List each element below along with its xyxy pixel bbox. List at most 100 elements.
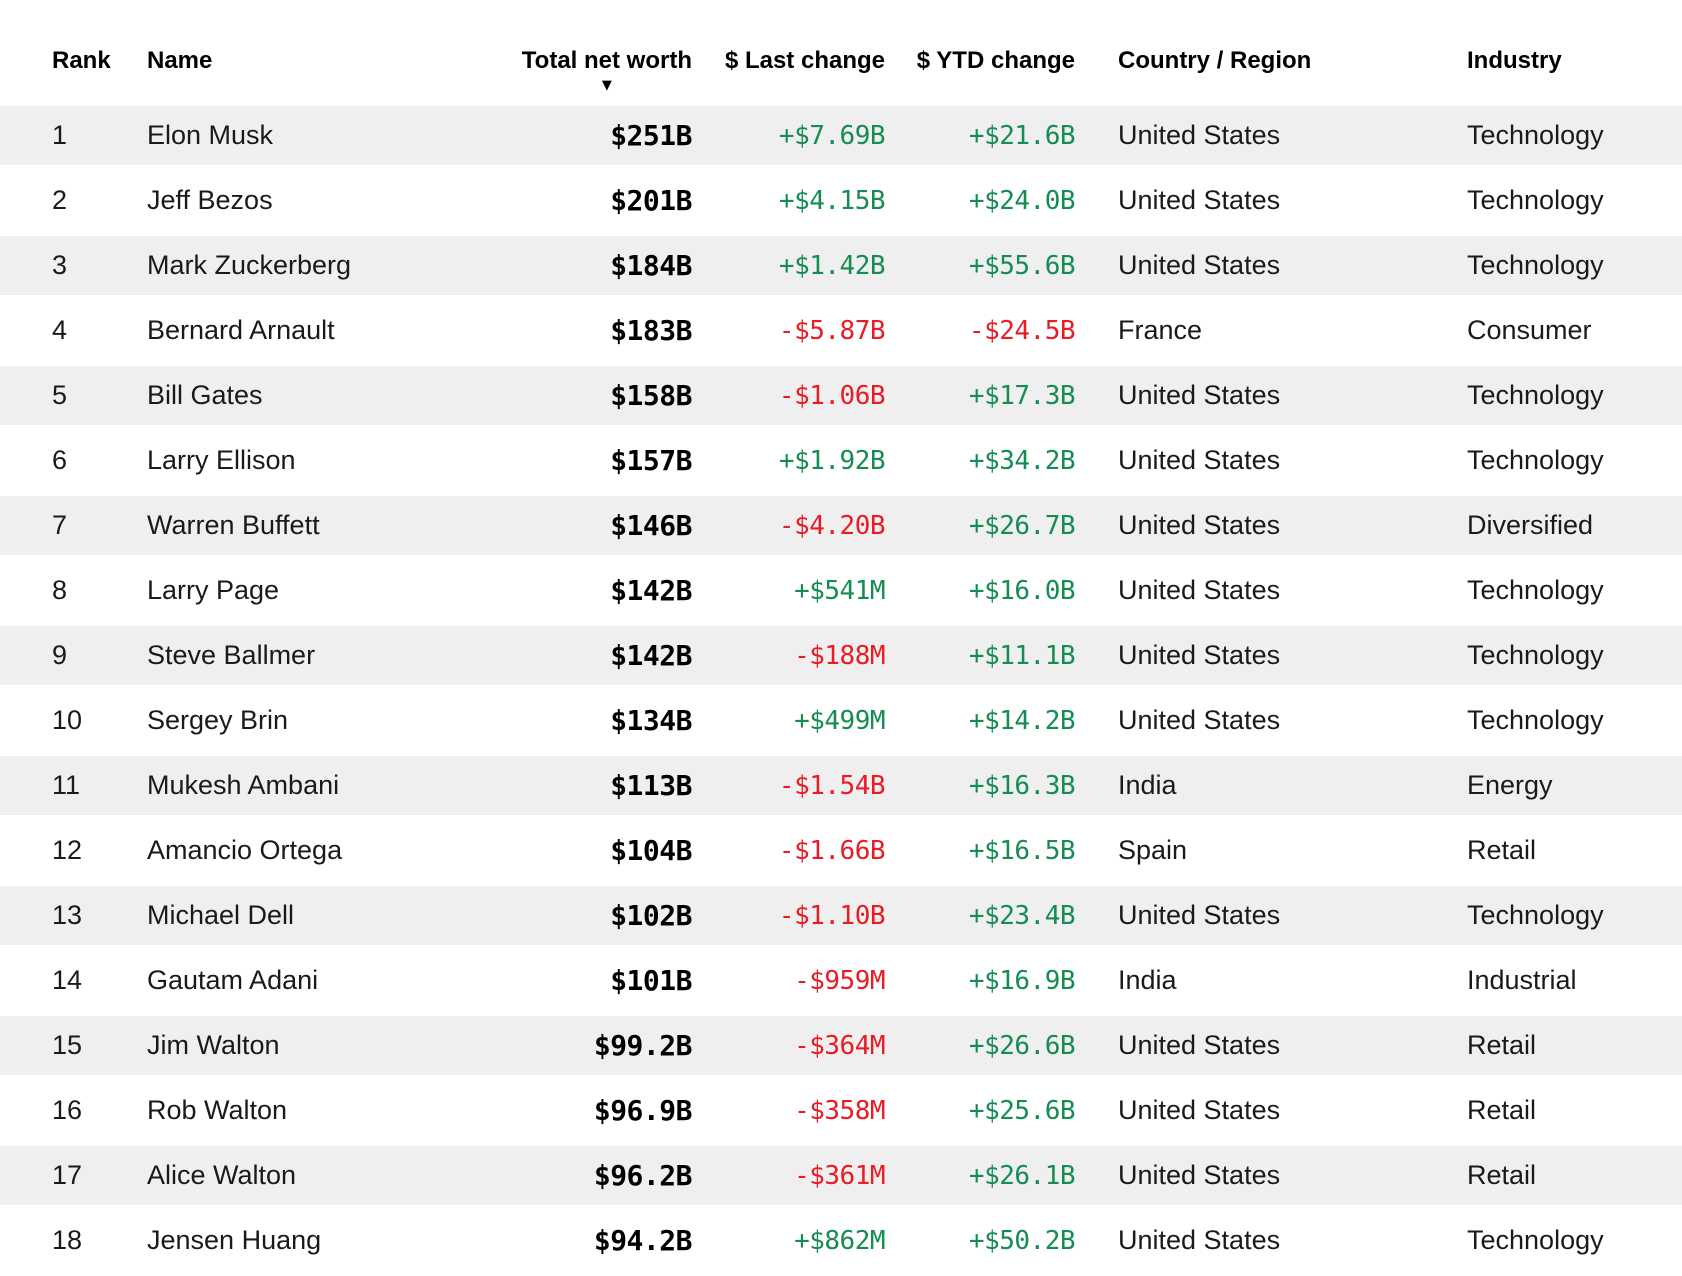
last-change-cell: -$959M xyxy=(794,965,885,996)
last-change-cell: -$1.10B xyxy=(778,900,886,931)
ytd-change-cell: +$16.9B xyxy=(968,965,1076,996)
table-row: 5 Bill Gates $158B -$1.06B +$17.3B Unite… xyxy=(0,363,1682,428)
industry-cell: Technology xyxy=(1467,380,1604,410)
rank-cell: 8 xyxy=(52,575,68,605)
name-link[interactable]: Jensen Huang xyxy=(147,1225,322,1255)
rank-cell: 7 xyxy=(52,510,68,540)
rank-cell: 14 xyxy=(52,965,83,995)
table-row: 11 Mukesh Ambani $113B -$1.54B +$16.3B I… xyxy=(0,753,1682,818)
column-header-total-net-worth[interactable]: Total net worth ▼ xyxy=(522,46,692,92)
country-cell: United States xyxy=(1118,705,1281,735)
rank-cell: 6 xyxy=(52,445,68,475)
total-net-worth-cell: $142B xyxy=(610,639,692,672)
column-header-total-net-worth-label: Total net worth xyxy=(521,47,692,74)
name-link[interactable]: Larry Ellison xyxy=(147,445,296,475)
total-net-worth-cell: $96.2B xyxy=(593,1159,693,1192)
last-change-cell: -$1.66B xyxy=(778,835,886,866)
industry-cell: Industrial xyxy=(1467,965,1577,995)
country-cell: United States xyxy=(1118,1030,1281,1060)
country-cell: United States xyxy=(1118,640,1281,670)
rank-cell: 12 xyxy=(52,835,83,865)
name-link[interactable]: Rob Walton xyxy=(147,1095,288,1125)
table-row: 16 Rob Walton $96.9B -$358M +$25.6B Unit… xyxy=(0,1078,1682,1143)
name-link[interactable]: Bernard Arnault xyxy=(147,315,335,345)
column-header-name[interactable]: Name xyxy=(147,47,213,74)
ytd-change-cell: +$21.6B xyxy=(968,120,1076,151)
industry-cell: Retail xyxy=(1467,835,1537,865)
total-net-worth-cell: $99.2B xyxy=(593,1029,693,1062)
industry-cell: Technology xyxy=(1467,185,1604,215)
rank-cell: 4 xyxy=(52,315,68,345)
country-cell: United States xyxy=(1118,1095,1281,1125)
industry-cell: Technology xyxy=(1467,640,1604,670)
table-row: 15 Jim Walton $99.2B -$364M +$26.6B Unit… xyxy=(0,1013,1682,1078)
name-link[interactable]: Alice Walton xyxy=(147,1160,297,1190)
total-net-worth-cell: $134B xyxy=(610,704,692,737)
ytd-change-cell: +$26.7B xyxy=(968,510,1076,541)
industry-cell: Retail xyxy=(1467,1030,1537,1060)
name-link[interactable]: Jim Walton xyxy=(147,1030,280,1060)
name-link[interactable]: Mukesh Ambani xyxy=(147,770,340,800)
country-cell: United States xyxy=(1118,1160,1281,1190)
country-cell: Spain xyxy=(1118,835,1188,865)
name-link[interactable]: Sergey Brin xyxy=(147,705,289,735)
ytd-change-cell: +$16.0B xyxy=(968,575,1076,606)
industry-cell: Technology xyxy=(1467,1225,1604,1255)
ytd-change-cell: +$55.6B xyxy=(968,250,1076,281)
ytd-change-cell: +$16.5B xyxy=(968,835,1076,866)
rank-cell: 3 xyxy=(52,250,68,280)
table-row: 6 Larry Ellison $157B +$1.92B +$34.2B Un… xyxy=(0,428,1682,493)
last-change-cell: +$499M xyxy=(794,705,885,736)
table-row: 14 Gautam Adani $101B -$959M +$16.9B Ind… xyxy=(0,948,1682,1013)
column-header-ytd-change[interactable]: $ YTD change xyxy=(916,47,1075,74)
table-row: 7 Warren Buffett $146B -$4.20B +$26.7B U… xyxy=(0,493,1682,558)
name-link[interactable]: Jeff Bezos xyxy=(147,185,273,215)
country-cell: United States xyxy=(1118,575,1281,605)
last-change-cell: +$1.42B xyxy=(778,250,886,281)
name-link[interactable]: Elon Musk xyxy=(147,120,274,150)
column-header-rank[interactable]: Rank xyxy=(52,47,111,74)
rank-cell: 1 xyxy=(52,120,68,150)
name-link[interactable]: Warren Buffett xyxy=(147,510,320,540)
column-header-industry[interactable]: Industry xyxy=(1467,47,1562,74)
column-header-country-region[interactable]: Country / Region xyxy=(1118,47,1312,74)
name-link[interactable]: Steve Ballmer xyxy=(147,640,316,670)
country-cell: United States xyxy=(1118,380,1281,410)
total-net-worth-cell: $101B xyxy=(610,964,692,997)
name-link[interactable]: Mark Zuckerberg xyxy=(147,250,352,280)
last-change-cell: -$4.20B xyxy=(778,510,886,541)
industry-cell: Energy xyxy=(1467,770,1553,800)
industry-cell: Diversified xyxy=(1467,510,1594,540)
ytd-change-cell: +$26.6B xyxy=(968,1030,1076,1061)
total-net-worth-cell: $184B xyxy=(610,249,692,282)
rank-cell: 9 xyxy=(52,640,68,670)
rank-cell: 10 xyxy=(52,705,83,735)
ytd-change-cell: +$50.2B xyxy=(968,1225,1076,1256)
country-cell: France xyxy=(1118,315,1203,345)
ytd-change-cell: +$24.0B xyxy=(968,185,1076,216)
ytd-change-cell: +$14.2B xyxy=(968,705,1076,736)
ytd-change-cell: +$16.3B xyxy=(968,770,1076,801)
country-cell: India xyxy=(1118,965,1177,995)
industry-cell: Consumer xyxy=(1467,315,1592,345)
ytd-change-cell: +$17.3B xyxy=(968,380,1076,411)
ytd-change-cell: -$24.5B xyxy=(968,315,1076,346)
total-net-worth-cell: $104B xyxy=(610,834,692,867)
name-link[interactable]: Bill Gates xyxy=(147,380,263,410)
country-cell: United States xyxy=(1118,900,1281,930)
table-row: 12 Amancio Ortega $104B -$1.66B +$16.5B … xyxy=(0,818,1682,883)
table-row: 10 Sergey Brin $134B +$499M +$14.2B Unit… xyxy=(0,688,1682,753)
total-net-worth-cell: $96.9B xyxy=(593,1094,693,1127)
name-link[interactable]: Amancio Ortega xyxy=(147,835,343,865)
industry-cell: Technology xyxy=(1467,250,1604,280)
name-link[interactable]: Michael Dell xyxy=(147,900,295,930)
last-change-cell: -$1.54B xyxy=(778,770,886,801)
last-change-cell: +$1.92B xyxy=(778,445,886,476)
name-link[interactable]: Gautam Adani xyxy=(147,965,319,995)
table-row: 1 Elon Musk $251B +$7.69B +$21.6B United… xyxy=(0,103,1682,168)
column-header-last-change[interactable]: $ Last change xyxy=(724,47,885,74)
rank-cell: 13 xyxy=(52,900,83,930)
name-link[interactable]: Larry Page xyxy=(147,575,280,605)
total-net-worth-cell: $142B xyxy=(610,574,692,607)
